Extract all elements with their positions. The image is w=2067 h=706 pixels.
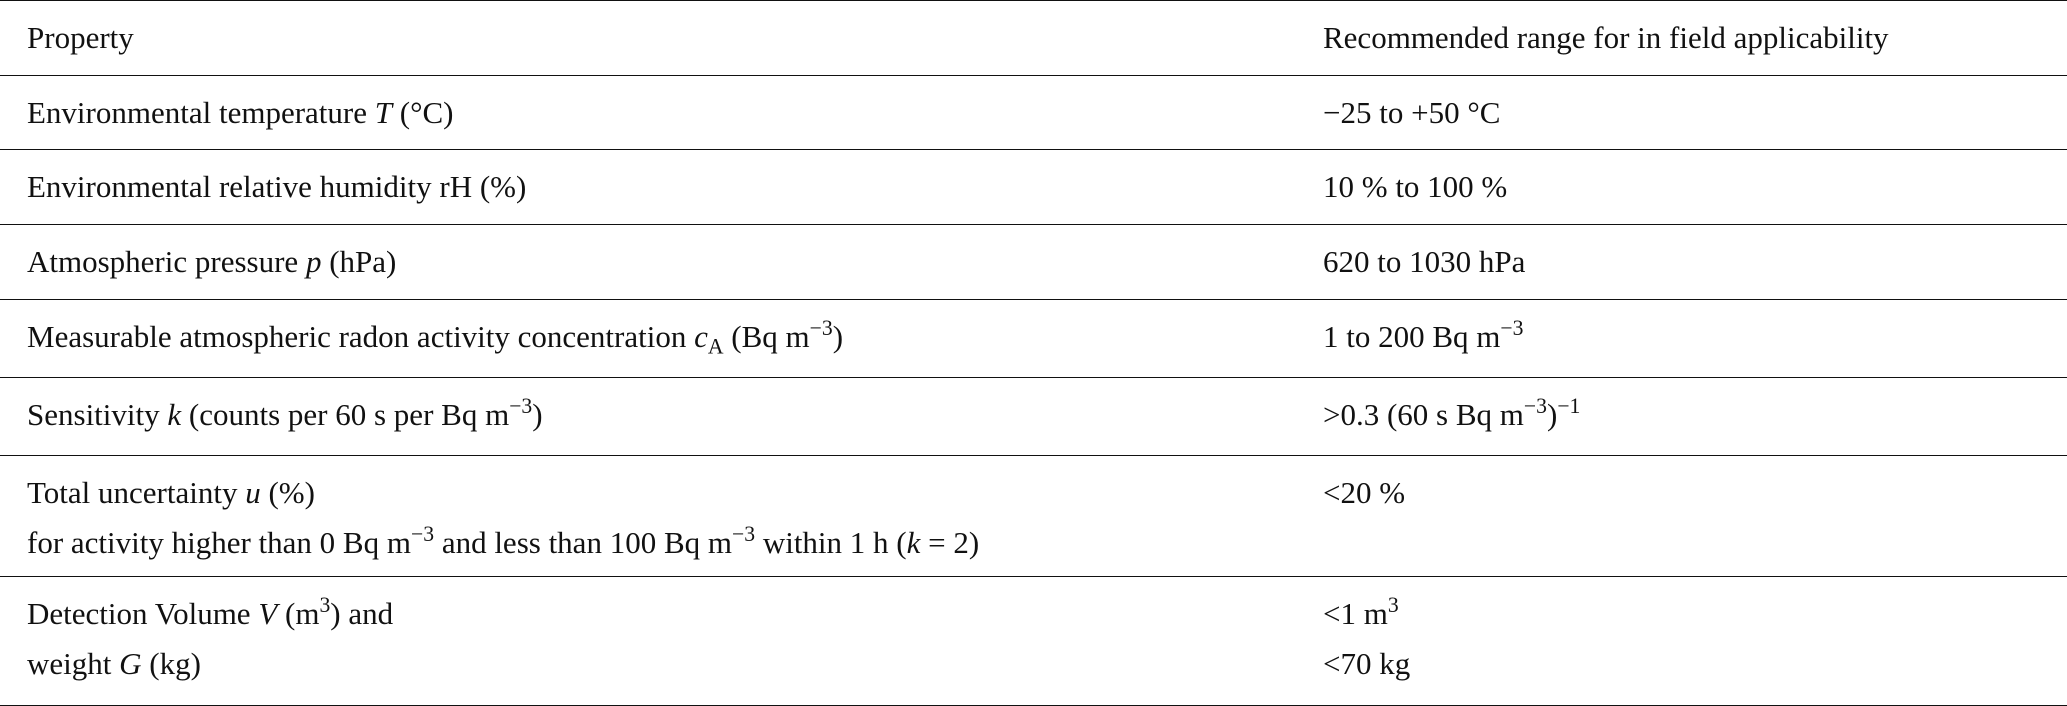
cell-text: Environmental relative humidity rH (%) (27, 169, 527, 204)
cell-text: Total uncertainty (27, 475, 246, 510)
table-cell: Sensitivity k (counts per 60 s per Bq m−… (27, 378, 543, 440)
cell-text: within 1 h ( (755, 525, 907, 560)
cell-text: −3 (809, 316, 833, 341)
cell-text: −3 (1523, 394, 1547, 419)
table-row: Atmospheric pressure p (hPa) 620 to 1030 … (0, 224, 2067, 299)
cell-text: (%) (260, 475, 315, 510)
header-cell: Property (27, 20, 134, 55)
cell-text: 3 (1387, 593, 1399, 618)
cell-text: ) and (330, 596, 394, 631)
cell-text: ) (1547, 397, 1558, 432)
cell-text: c (694, 319, 708, 354)
table-row: Property Recommended range for in field a… (0, 0, 2067, 75)
table-row: Sensitivity k (counts per 60 s per Bq m−… (0, 377, 2067, 455)
cell-text: 620 to 1030 hPa (1323, 244, 1526, 279)
cell-text: −3 (509, 394, 533, 419)
cell-text: weight (27, 646, 120, 681)
table-cell: −25 to +50 °C (1323, 76, 1500, 138)
cell-text: −25 to +50 °C (1323, 95, 1501, 130)
table-cell: >0.3 (60 s Bq m−3)−1 (1323, 378, 1580, 440)
cell-text: (°C) (392, 95, 454, 130)
table-cell: Environmental temperature T (°C) (27, 76, 454, 138)
cell-text: (Bq m (723, 319, 810, 354)
table-cell: Atmospheric pressure p (hPa) (27, 225, 396, 287)
cell-text: T (374, 95, 393, 130)
table-cell: 1 to 200 Bq m−3 (1323, 300, 1523, 362)
cell-text: ) (832, 319, 844, 354)
header-cell: Recommended range for in field applicabi… (1323, 20, 1889, 55)
cell-text: p (305, 244, 322, 279)
cell-text: Sensitivity (27, 397, 168, 432)
table-cell: <1 m3 <70 kg (1323, 577, 1410, 689)
cell-text: G (119, 646, 142, 681)
cell-text: for activity higher than 0 Bq m (27, 525, 411, 560)
cell-text: and less than 100 Bq m (434, 525, 732, 560)
cell-text: (counts per 60 s per Bq m (181, 397, 510, 432)
cell-text: 1 to 200 Bq m (1323, 319, 1501, 354)
cell-text: −3 (410, 522, 435, 547)
table-row: Environmental relative humidity rH (%) 10… (0, 149, 2067, 224)
table-row: Environmental temperature T (°C) −25 to +… (0, 75, 2067, 149)
cell-text: >0.3 (60 s Bq m (1323, 397, 1524, 432)
cell-text: <1 m (1323, 596, 1388, 631)
cell-text: <20 % (1323, 475, 1406, 510)
cell-text: V (258, 596, 278, 631)
table-cell: Detection Volume V (m3) and weight G (kg) (27, 577, 393, 689)
cell-text: 3 (319, 593, 331, 618)
cell-text: (hPa) (321, 244, 397, 279)
cell-text: k (167, 397, 182, 432)
table-cell: Measurable atmospheric radon activity co… (27, 300, 843, 362)
cell-text: <70 kg (1323, 646, 1411, 681)
table-cell: 10 % to 100 % (1323, 150, 1507, 212)
cell-text: −3 (731, 522, 756, 547)
cell-text: (m (277, 596, 320, 631)
cell-text: 10 % to 100 % (1323, 169, 1508, 204)
table-cell: <20 % (1323, 456, 1405, 518)
cell-text: Environmental temperature (27, 95, 375, 130)
cell-text: −1 (1557, 394, 1581, 419)
table-cell: 620 to 1030 hPa (1323, 225, 1525, 287)
cell-text: ) (532, 397, 543, 432)
cell-text: Measurable atmospheric radon activity co… (27, 319, 695, 354)
table-row: Detection Volume V (m3) and weight G (kg)… (0, 576, 2067, 706)
table-row: Measurable atmospheric radon activity co… (0, 299, 2067, 377)
table-row: Total uncertainty u (%) for activity high… (0, 455, 2067, 576)
cell-text: (kg) (141, 646, 201, 681)
cell-text: u (245, 475, 261, 510)
cell-text: Atmospheric pressure (27, 244, 306, 279)
table-cell: Environmental relative humidity rH (%) (27, 150, 526, 212)
table-cell: Total uncertainty u (%) for activity high… (27, 456, 979, 568)
cell-text: k (906, 525, 921, 560)
cell-text: Detection Volume (27, 596, 259, 631)
cell-text: A (707, 334, 724, 359)
cell-text: = 2) (920, 525, 980, 560)
cell-text: −3 (1500, 316, 1524, 341)
